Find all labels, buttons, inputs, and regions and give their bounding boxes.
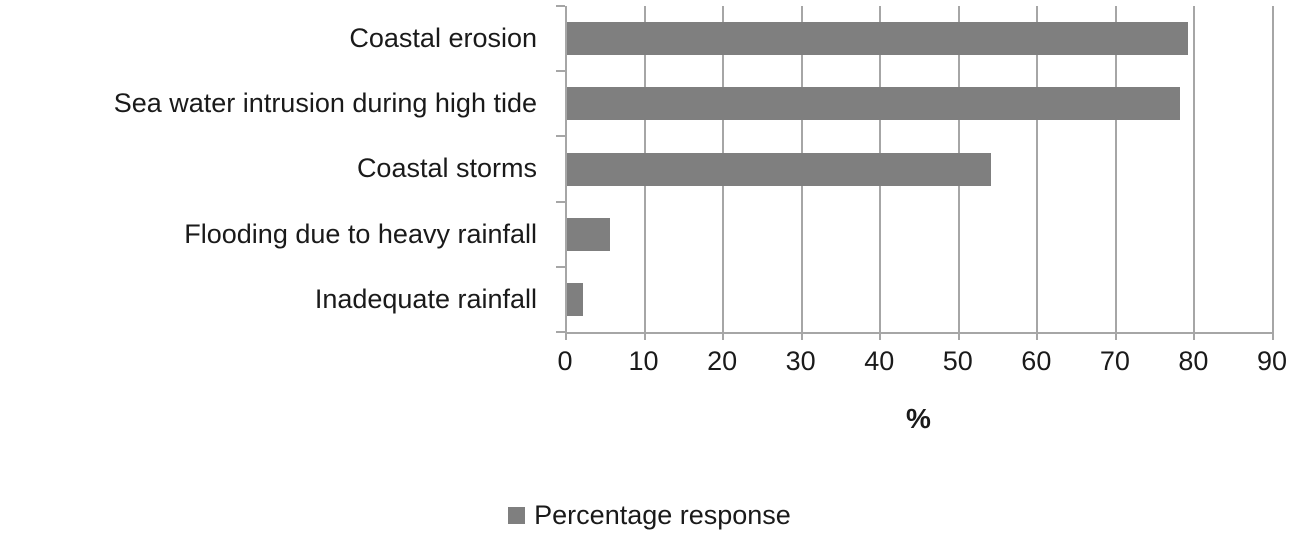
- x-tick-label-50: 50: [942, 346, 973, 376]
- x-axis-tick: [800, 332, 803, 340]
- x-axis-tick: [722, 332, 725, 340]
- x-axis-tick: [957, 332, 960, 340]
- bar-4: [567, 282, 583, 316]
- gridline-x-60: [1036, 6, 1039, 332]
- x-tick-label-60: 60: [1021, 346, 1052, 376]
- x-tick-label-30: 30: [785, 346, 816, 376]
- legend: Percentage response: [0, 500, 1299, 531]
- x-axis-tick: [1114, 332, 1117, 340]
- x-axis-tick: [1036, 332, 1039, 340]
- x-axis-tick: [1272, 332, 1274, 340]
- category-label-0: Coastal erosion: [349, 23, 537, 54]
- x-axis-tick: [1193, 332, 1196, 340]
- legend-label: Percentage response: [534, 500, 791, 530]
- y-axis-tick: [556, 135, 565, 137]
- category-label-3: Flooding due to heavy rainfall: [184, 218, 537, 249]
- x-tick-label-70: 70: [1099, 346, 1130, 376]
- legend-swatch-icon: [508, 507, 526, 524]
- bar-1: [567, 87, 1180, 121]
- y-axis-tick: [556, 5, 565, 7]
- x-axis-tick: [643, 332, 646, 340]
- x-tick-label-80: 80: [1178, 346, 1209, 376]
- x-tick-label-0: 0: [557, 346, 573, 376]
- x-tick-label-40: 40: [864, 346, 895, 376]
- x-tick-label-20: 20: [707, 346, 738, 376]
- bar-3: [567, 217, 611, 251]
- gridline-x-80: [1193, 6, 1196, 332]
- bar-0: [567, 22, 1188, 56]
- category-label-1: Sea water intrusion during high tide: [113, 88, 537, 119]
- y-axis-tick: [556, 70, 565, 72]
- y-axis-tick: [556, 331, 565, 333]
- category-label-2: Coastal storms: [356, 153, 537, 184]
- y-axis-tick: [556, 266, 565, 268]
- gridline-x-90: [1272, 6, 1274, 332]
- x-axis-tick: [879, 332, 882, 340]
- x-tick-label-10: 10: [628, 346, 659, 376]
- x-axis-tick: [565, 332, 567, 340]
- gridline-x-70: [1114, 6, 1117, 332]
- x-tick-label-90: 90: [1256, 346, 1288, 376]
- plot-area: [556, 5, 1274, 340]
- x-axis-title: %: [906, 403, 931, 434]
- bar-2: [567, 152, 992, 186]
- y-axis-tick: [556, 201, 565, 203]
- category-label-4: Inadequate rainfall: [314, 283, 537, 314]
